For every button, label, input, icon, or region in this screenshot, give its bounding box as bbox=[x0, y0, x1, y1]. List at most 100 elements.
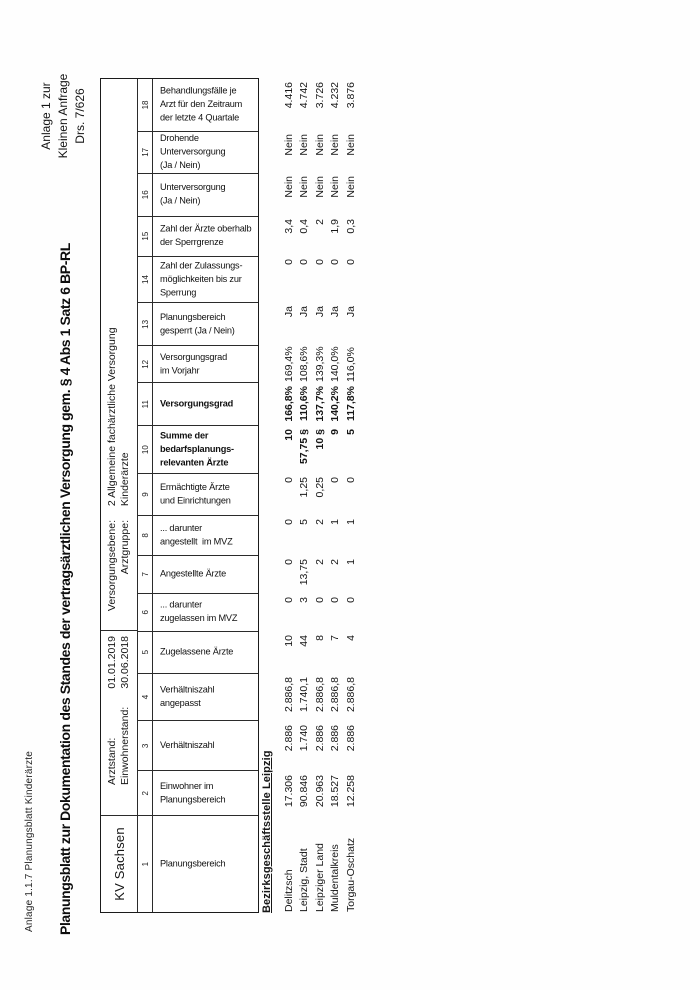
column-header-text: Verhältniszahl angepasst bbox=[160, 684, 215, 709]
value-cell: 10 § bbox=[313, 429, 326, 450]
column-header-cell: Angestellte Ärzte bbox=[153, 554, 258, 593]
value-cell: 0,4 bbox=[298, 219, 311, 234]
column-header-text: ... darunter zugelassen im MVZ bbox=[160, 599, 238, 624]
value-cell: 0 bbox=[283, 477, 295, 483]
value-cell: 2.886 bbox=[329, 725, 342, 752]
value-cell: 1,25 bbox=[298, 477, 311, 498]
column-header-cell: ... darunter zugelassen im MVZ bbox=[153, 592, 258, 631]
table-row: Muldentalkreis 18.527 2.886 2.886,8 7 0 2 1 0 9 14… bbox=[329, 78, 344, 913]
column-header-text: Zahl der Ärzte oberhalb der Sperrgrenze bbox=[160, 223, 252, 248]
column-header-cell: Summe der bedarfsplanungs- relevanten Är… bbox=[153, 425, 258, 474]
value-cell: 13,75 bbox=[298, 559, 311, 586]
versorgungsebene-value: 2 Allgemeine fachärztliche Versorgung bbox=[106, 327, 118, 507]
value-cell: 2.886 bbox=[344, 725, 357, 752]
column-header-text: Planungsbereich gesperrt (Ja / Nein) bbox=[160, 311, 235, 336]
arztgruppe-value: Kinderärzte bbox=[119, 452, 131, 507]
dates-cell: Arztstand: 01.01.2019 Einwohnerstand: 30… bbox=[101, 630, 137, 815]
column-number-cell: 18 bbox=[140, 100, 150, 110]
value-cell: Nein bbox=[298, 134, 311, 156]
data-rows: Delitzsch 17.306 2.886 2.886,8 10 0 0 0 0 10 166,8… bbox=[283, 78, 360, 913]
value-cell: 3 bbox=[298, 597, 311, 603]
value-cell: 0 bbox=[344, 597, 357, 603]
value-cell: 20.963 bbox=[313, 775, 326, 808]
value-cell: 169,4% bbox=[283, 346, 295, 382]
value-cell: 10 bbox=[283, 635, 295, 647]
value-cell: 4.232 bbox=[329, 82, 342, 109]
column-header-cell: Unterversorgung (Ja / Nein) bbox=[153, 172, 258, 216]
value-cell: 9 bbox=[329, 429, 342, 435]
column-number-cell: 13 bbox=[138, 302, 152, 346]
table-row: Torgau-Oschatz 12.258 2.886 2.886,8 4 0 1 1 0 5 11… bbox=[345, 78, 360, 913]
value-cell: Ja bbox=[283, 306, 295, 318]
column-header-cell: Verhältniszahl angepasst bbox=[153, 672, 258, 721]
column-header-text: Behandlungsfälle je Arzt für den Zeitrau… bbox=[160, 85, 243, 123]
value-cell: 0 bbox=[313, 597, 326, 603]
value-cell: Ja bbox=[329, 306, 342, 318]
versorgungsebene-line: Versorgungsebene: 2 Allgemeine fachärztl… bbox=[106, 79, 119, 616]
column-header-cell: Zugelassene Ärzte bbox=[153, 630, 258, 673]
column-header-text: Ermächtigte Ärzte und Einrichtungen bbox=[160, 482, 231, 506]
value-cell: 0 bbox=[283, 519, 295, 525]
einwohnerstand-label: Einwohnerstand: bbox=[119, 706, 131, 785]
column-header-text: Versorgungsgrad bbox=[160, 398, 234, 409]
value-cell: 1.740,1 bbox=[298, 677, 311, 713]
column-number-cell: 2 bbox=[138, 770, 152, 816]
column-number-cell: 17 bbox=[138, 130, 152, 173]
row-label: Muldentalkreis bbox=[329, 844, 342, 912]
value-cell: 1 bbox=[344, 519, 357, 525]
value-cell: Nein bbox=[283, 176, 295, 198]
value-cell: 18.527 bbox=[329, 775, 342, 808]
column-number-cell: 11 bbox=[138, 382, 152, 426]
column-number-cell: 5 bbox=[138, 630, 152, 673]
group-label: Bezirksgeschäftsstelle Leipzig bbox=[261, 750, 273, 913]
value-cell: 2.886,8 bbox=[313, 677, 326, 713]
value-cell: 139,3% bbox=[313, 346, 326, 382]
column-number-cell: 15 bbox=[138, 215, 152, 256]
column-header-cell: Versorgungsgrad im Vorjahr bbox=[153, 345, 258, 383]
column-header-text: Unterversorgung (Ja / Nein) bbox=[160, 182, 226, 206]
value-cell: 0 bbox=[283, 559, 295, 565]
row-label: Leipzig, Stadt bbox=[298, 848, 311, 912]
value-cell: 4 bbox=[344, 635, 357, 641]
einwohnerstand-value: 30.06.2018 bbox=[119, 636, 131, 689]
value-cell: 0 bbox=[283, 597, 295, 603]
column-number-cell: 8 bbox=[138, 514, 152, 555]
value-cell: 116,0% bbox=[344, 347, 357, 382]
column-header-cell: Verhältniszahl bbox=[153, 720, 258, 771]
value-cell: 8 bbox=[313, 635, 326, 641]
value-cell: 1,9 bbox=[329, 219, 342, 234]
column-number-cell: 12 bbox=[138, 345, 152, 383]
stamp-line: Kleinen Anfrage bbox=[56, 73, 70, 159]
anlage-stamp: Anlage 1 zur Kleinen Anfrage Drs. 7/626 bbox=[38, 63, 89, 169]
value-cell: 140,0% bbox=[329, 346, 342, 382]
page-title: Planungsblatt zur Dokumentation des Stan… bbox=[57, 243, 73, 935]
value-cell: 0 bbox=[313, 259, 326, 265]
column-header-text: Einwohner im Planungsbereich bbox=[160, 780, 226, 805]
value-cell: 1.740 bbox=[298, 725, 311, 752]
table-row: Delitzsch 17.306 2.886 2.886,8 10 0 0 0 0 10 166,8… bbox=[283, 78, 298, 913]
column-number-cell: 16 bbox=[138, 172, 152, 216]
value-cell: 0 bbox=[329, 477, 342, 483]
column-header-text: Drohende Unterversorgung (Ja / Nein) bbox=[160, 133, 226, 171]
value-cell: Nein bbox=[344, 176, 357, 198]
arztgruppe-line: Arztgruppe: Kinderärzte bbox=[119, 79, 132, 616]
column-header-cell: Ermächtigte Ärzte und Einrichtungen bbox=[153, 473, 258, 515]
value-cell: 5 bbox=[298, 519, 311, 525]
value-cell: 17.306 bbox=[283, 775, 295, 808]
value-cell: 108,6% bbox=[298, 346, 311, 382]
stamp-line: Drs. 7/626 bbox=[73, 88, 87, 144]
column-header-text: Zugelassene Ärzte bbox=[160, 646, 234, 657]
scope-cell: Versorgungsebene: 2 Allgemeine fachärztl… bbox=[101, 79, 137, 630]
arztstand-label: Arztstand: bbox=[106, 737, 118, 785]
value-cell: 0,3 bbox=[344, 219, 357, 234]
value-cell: 137,7% bbox=[313, 386, 326, 422]
value-cell: 3.726 bbox=[313, 82, 326, 109]
value-cell: 44 bbox=[298, 635, 311, 647]
value-cell: 2 bbox=[313, 519, 326, 525]
value-cell: 3,4 bbox=[283, 219, 295, 234]
table-header-band: KV Sachsen Arztstand: 01.01.2019 Einwohn… bbox=[100, 78, 259, 913]
corner-note: Anlage 1.1.7 Planungsblatt Kinderärzte bbox=[24, 750, 35, 932]
column-header-cell: Versorgungsgrad bbox=[153, 382, 258, 426]
